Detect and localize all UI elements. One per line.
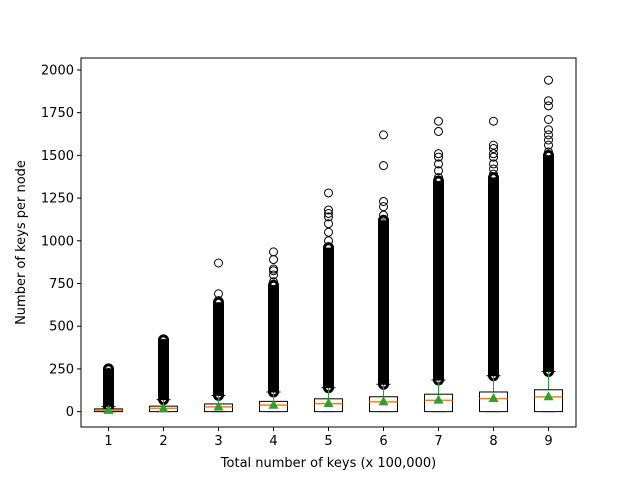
y-tick-label: 1250: [41, 192, 74, 207]
outlier-point: [489, 144, 498, 154]
x-tick-label: 9: [544, 434, 552, 449]
x-tick-label: 5: [324, 434, 332, 449]
y-tick-label: 250: [49, 362, 74, 377]
outlier-point: [324, 236, 333, 246]
outlier-point: [434, 152, 443, 162]
outlier-point: [434, 149, 443, 159]
box-group: [314, 188, 343, 413]
outlier-point: [434, 126, 443, 136]
outlier-point: [214, 296, 223, 306]
outlier-point: [104, 364, 113, 374]
outlier-point: [489, 152, 498, 162]
outlier-point: [489, 164, 498, 174]
outlier-point: [544, 101, 553, 111]
y-axis: 0 250 500 750 1000 1250 1500 1750 2000: [41, 63, 81, 420]
y-tick-label: 1000: [41, 234, 74, 249]
outlier-point: [379, 202, 388, 212]
outlier-point: [269, 270, 278, 280]
y-axis-label: Number of keys per node: [14, 160, 29, 325]
mean-marker: [433, 394, 444, 404]
x-tick-label: 1: [104, 434, 112, 449]
mean-marker: [323, 398, 334, 408]
outlier-point: [434, 116, 443, 126]
x-tick-label: 3: [214, 434, 222, 449]
outlier-point: [544, 125, 553, 135]
outlier-point: [159, 335, 168, 345]
outlier-point: [324, 205, 333, 215]
outlier-point: [269, 247, 278, 257]
box-group: [424, 116, 453, 413]
mean-marker: [213, 401, 224, 411]
box-group: [204, 258, 233, 413]
outlier-point: [489, 149, 498, 159]
y-tick-label: 0: [66, 405, 74, 420]
mean-marker: [103, 404, 114, 414]
outlier-point: [489, 116, 498, 126]
y-tick-label: 2000: [41, 63, 74, 78]
box-group: [149, 334, 178, 413]
y-tick-label: 500: [49, 320, 74, 335]
mean-marker: [543, 391, 554, 401]
x-tick-label: 8: [489, 434, 497, 449]
y-tick-label: 1750: [41, 106, 74, 121]
outlier-point: [489, 159, 498, 169]
x-tick-label: 7: [434, 434, 442, 449]
outlier-point: [104, 367, 113, 377]
mean-marker: [488, 392, 499, 402]
outlier-point: [544, 115, 553, 124]
outlier-point: [104, 372, 113, 382]
outlier-point: [379, 197, 388, 206]
plot-area: [94, 75, 563, 414]
x-axis-label: Total number of keys (x 100,000): [220, 456, 436, 471]
mean-marker: [378, 396, 389, 406]
box-group: [94, 363, 123, 414]
outlier-point: [379, 130, 388, 140]
outlier-point: [434, 159, 443, 169]
outlier-point: [544, 147, 553, 157]
x-tick-label: 4: [269, 434, 277, 449]
mean-marker: [158, 403, 169, 413]
outlier-point: [544, 96, 553, 106]
outlier-point: [324, 227, 333, 237]
outlier-point: [214, 289, 223, 299]
outlier-point: [544, 135, 553, 145]
outlier-point: [434, 173, 443, 183]
box-group: [479, 116, 508, 413]
outlier-point: [379, 161, 388, 171]
outlier-point: [544, 140, 553, 150]
outlier-point: [379, 210, 388, 220]
outlier-point: [269, 255, 278, 265]
outlier-point: [434, 166, 443, 176]
y-tick-label: 750: [49, 277, 74, 292]
axes-frame: [80, 57, 577, 428]
outlier-point: [324, 212, 333, 222]
outlier-point: [544, 130, 553, 140]
outlier-point: [324, 188, 333, 198]
mean-marker: [268, 399, 279, 409]
x-tick-label: 2: [159, 434, 167, 449]
outlier-point: [269, 264, 278, 274]
outlier-point: [489, 169, 498, 179]
box-group: [369, 130, 398, 413]
x-axis: 1 2 3 4 5 6 7 8 9: [104, 427, 553, 449]
y-tick-label: 1500: [41, 149, 74, 164]
outlier-point: [544, 75, 553, 85]
outlier-point: [489, 140, 498, 150]
box-group: [259, 247, 288, 413]
box: [534, 389, 563, 413]
outlier-point: [159, 342, 168, 352]
outlier-point: [324, 219, 333, 229]
outlier-point: [269, 277, 278, 287]
outlier-point: [159, 338, 168, 348]
box-group: [534, 75, 563, 413]
outlier-point: [324, 208, 333, 218]
outlier-point: [214, 258, 223, 268]
x-tick-label: 6: [379, 434, 387, 449]
